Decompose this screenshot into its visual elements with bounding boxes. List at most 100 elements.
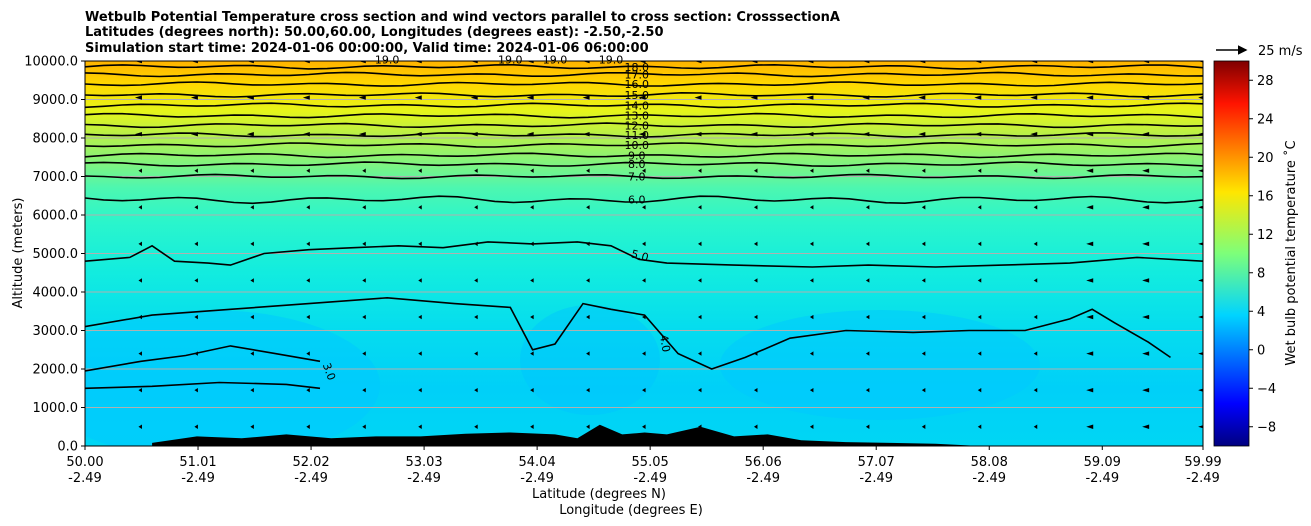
- wind-vector: [474, 241, 478, 247]
- wind-vector: [530, 351, 534, 356]
- wind-vector: [1198, 425, 1203, 429]
- wind-vector: [306, 351, 310, 356]
- x-tick-label-lat: 50.00: [66, 455, 103, 470]
- wind-vector: [1142, 95, 1150, 100]
- wind-vector: [586, 205, 590, 210]
- contour-label: 8.0: [628, 158, 646, 171]
- wind-vector: [1198, 278, 1203, 282]
- wind-vector: [526, 95, 534, 100]
- contour-line: [85, 112, 1203, 119]
- wind-vector: [809, 241, 814, 247]
- y-tick-label: 1000.0: [33, 401, 79, 416]
- wind-vector: [921, 241, 926, 247]
- wind-vector: [1086, 387, 1094, 393]
- wind-vector: [918, 131, 926, 137]
- wind-vector: [530, 387, 534, 393]
- wind-vector: [582, 131, 590, 137]
- x-tick-label-lat: 58.08: [971, 455, 1008, 470]
- wind-vector: [250, 314, 254, 320]
- wind-vector: [1086, 205, 1094, 210]
- wind-vector: [414, 61, 422, 64]
- wind-vector: [921, 205, 926, 210]
- title-line-3: Simulation start time: 2024-01-06 00:00:…: [85, 41, 649, 56]
- wind-vector: [1086, 95, 1094, 100]
- contour-line: [85, 71, 1203, 78]
- colorbar-tick-label: 20: [1257, 151, 1274, 166]
- wind-vector: [638, 95, 646, 100]
- y-tick-label: 9000.0: [33, 93, 79, 108]
- contour-line: [85, 195, 1203, 205]
- wind-vector: [1033, 205, 1038, 210]
- wind-vector: [1142, 424, 1150, 429]
- wind-vector: [865, 314, 870, 320]
- wind-vector: [302, 61, 310, 64]
- wind-vector: [921, 424, 926, 429]
- wind-vector: [862, 61, 870, 64]
- contour-line: [85, 122, 1203, 129]
- wind-vector: [974, 61, 982, 64]
- wind-vector: [642, 314, 646, 320]
- wind-vector: [362, 278, 366, 283]
- wind-vector: [246, 131, 254, 137]
- wind-vector: [1030, 95, 1038, 100]
- wind-vector: [1086, 131, 1094, 137]
- wind-vector: [194, 351, 198, 356]
- wind-vector: [302, 131, 310, 137]
- y-tick-label: 3000.0: [33, 324, 79, 339]
- colorbar-tick-label: −8: [1257, 420, 1276, 435]
- wind-vector: [750, 95, 758, 100]
- wind-vector: [418, 168, 422, 173]
- contour-label: 11.0: [624, 129, 649, 142]
- wind-vector: [306, 241, 310, 247]
- wind-vector: [474, 387, 478, 393]
- wind-vector: [1142, 278, 1150, 283]
- wind-vector: [138, 351, 142, 356]
- x-tick-label-lat: 52.02: [292, 455, 329, 470]
- wind-vector: [190, 131, 198, 137]
- wind-vector: [358, 131, 366, 137]
- x-tick-label-lon: -2.49: [1186, 471, 1220, 486]
- wind-vector: [362, 314, 366, 320]
- contour-line-3b: [85, 381, 321, 390]
- terrain: [152, 424, 981, 446]
- x-tick-label-lat: 57.07: [858, 455, 895, 470]
- x-tick-label-lat: 51.01: [179, 455, 216, 470]
- contour-label-top: 19.0: [498, 54, 523, 67]
- wind-vector: [1086, 241, 1094, 247]
- wind-vector: [921, 168, 926, 173]
- contour-line: [85, 152, 1203, 159]
- wind-vector: [530, 241, 534, 247]
- wind-vector: [862, 131, 870, 137]
- wind-vector: [921, 278, 926, 283]
- wind-vector: [694, 61, 702, 64]
- wind-vector: [1086, 351, 1094, 356]
- wind-vector: [698, 205, 702, 210]
- wind-vector: [194, 424, 198, 429]
- x-tick-label-lat: 53.03: [405, 455, 442, 470]
- wind-vector: [642, 424, 646, 429]
- wind-vector: [921, 314, 926, 320]
- contour-label: 14.0: [624, 99, 649, 112]
- wind-vector: [250, 424, 254, 429]
- wind-vector: [138, 205, 142, 210]
- x-tick-label-lat: 54.04: [519, 455, 556, 470]
- wind-vector: [698, 387, 702, 393]
- wind-vector: [134, 95, 142, 100]
- wind-vector: [698, 351, 702, 356]
- y-tick-label: 2000.0: [33, 363, 79, 378]
- wind-vector: [474, 351, 478, 356]
- wind-vector: [586, 314, 590, 320]
- y-tick-label: 6000.0: [33, 209, 79, 224]
- wind-vector: [526, 131, 534, 137]
- wind-vector: [753, 241, 758, 247]
- wind-vector: [134, 131, 142, 137]
- wind-vector: [753, 387, 758, 393]
- contour-label-3: 3.0: [320, 361, 338, 382]
- wind-vector: [753, 168, 758, 173]
- wind-vector: [194, 241, 198, 247]
- wind-vector: [862, 95, 870, 100]
- wind-vector: [974, 131, 982, 137]
- wind-vector: [1198, 315, 1203, 319]
- wind-key-label: 25 m/s: [1258, 44, 1303, 59]
- x-tick-label-lon: -2.49: [407, 471, 441, 486]
